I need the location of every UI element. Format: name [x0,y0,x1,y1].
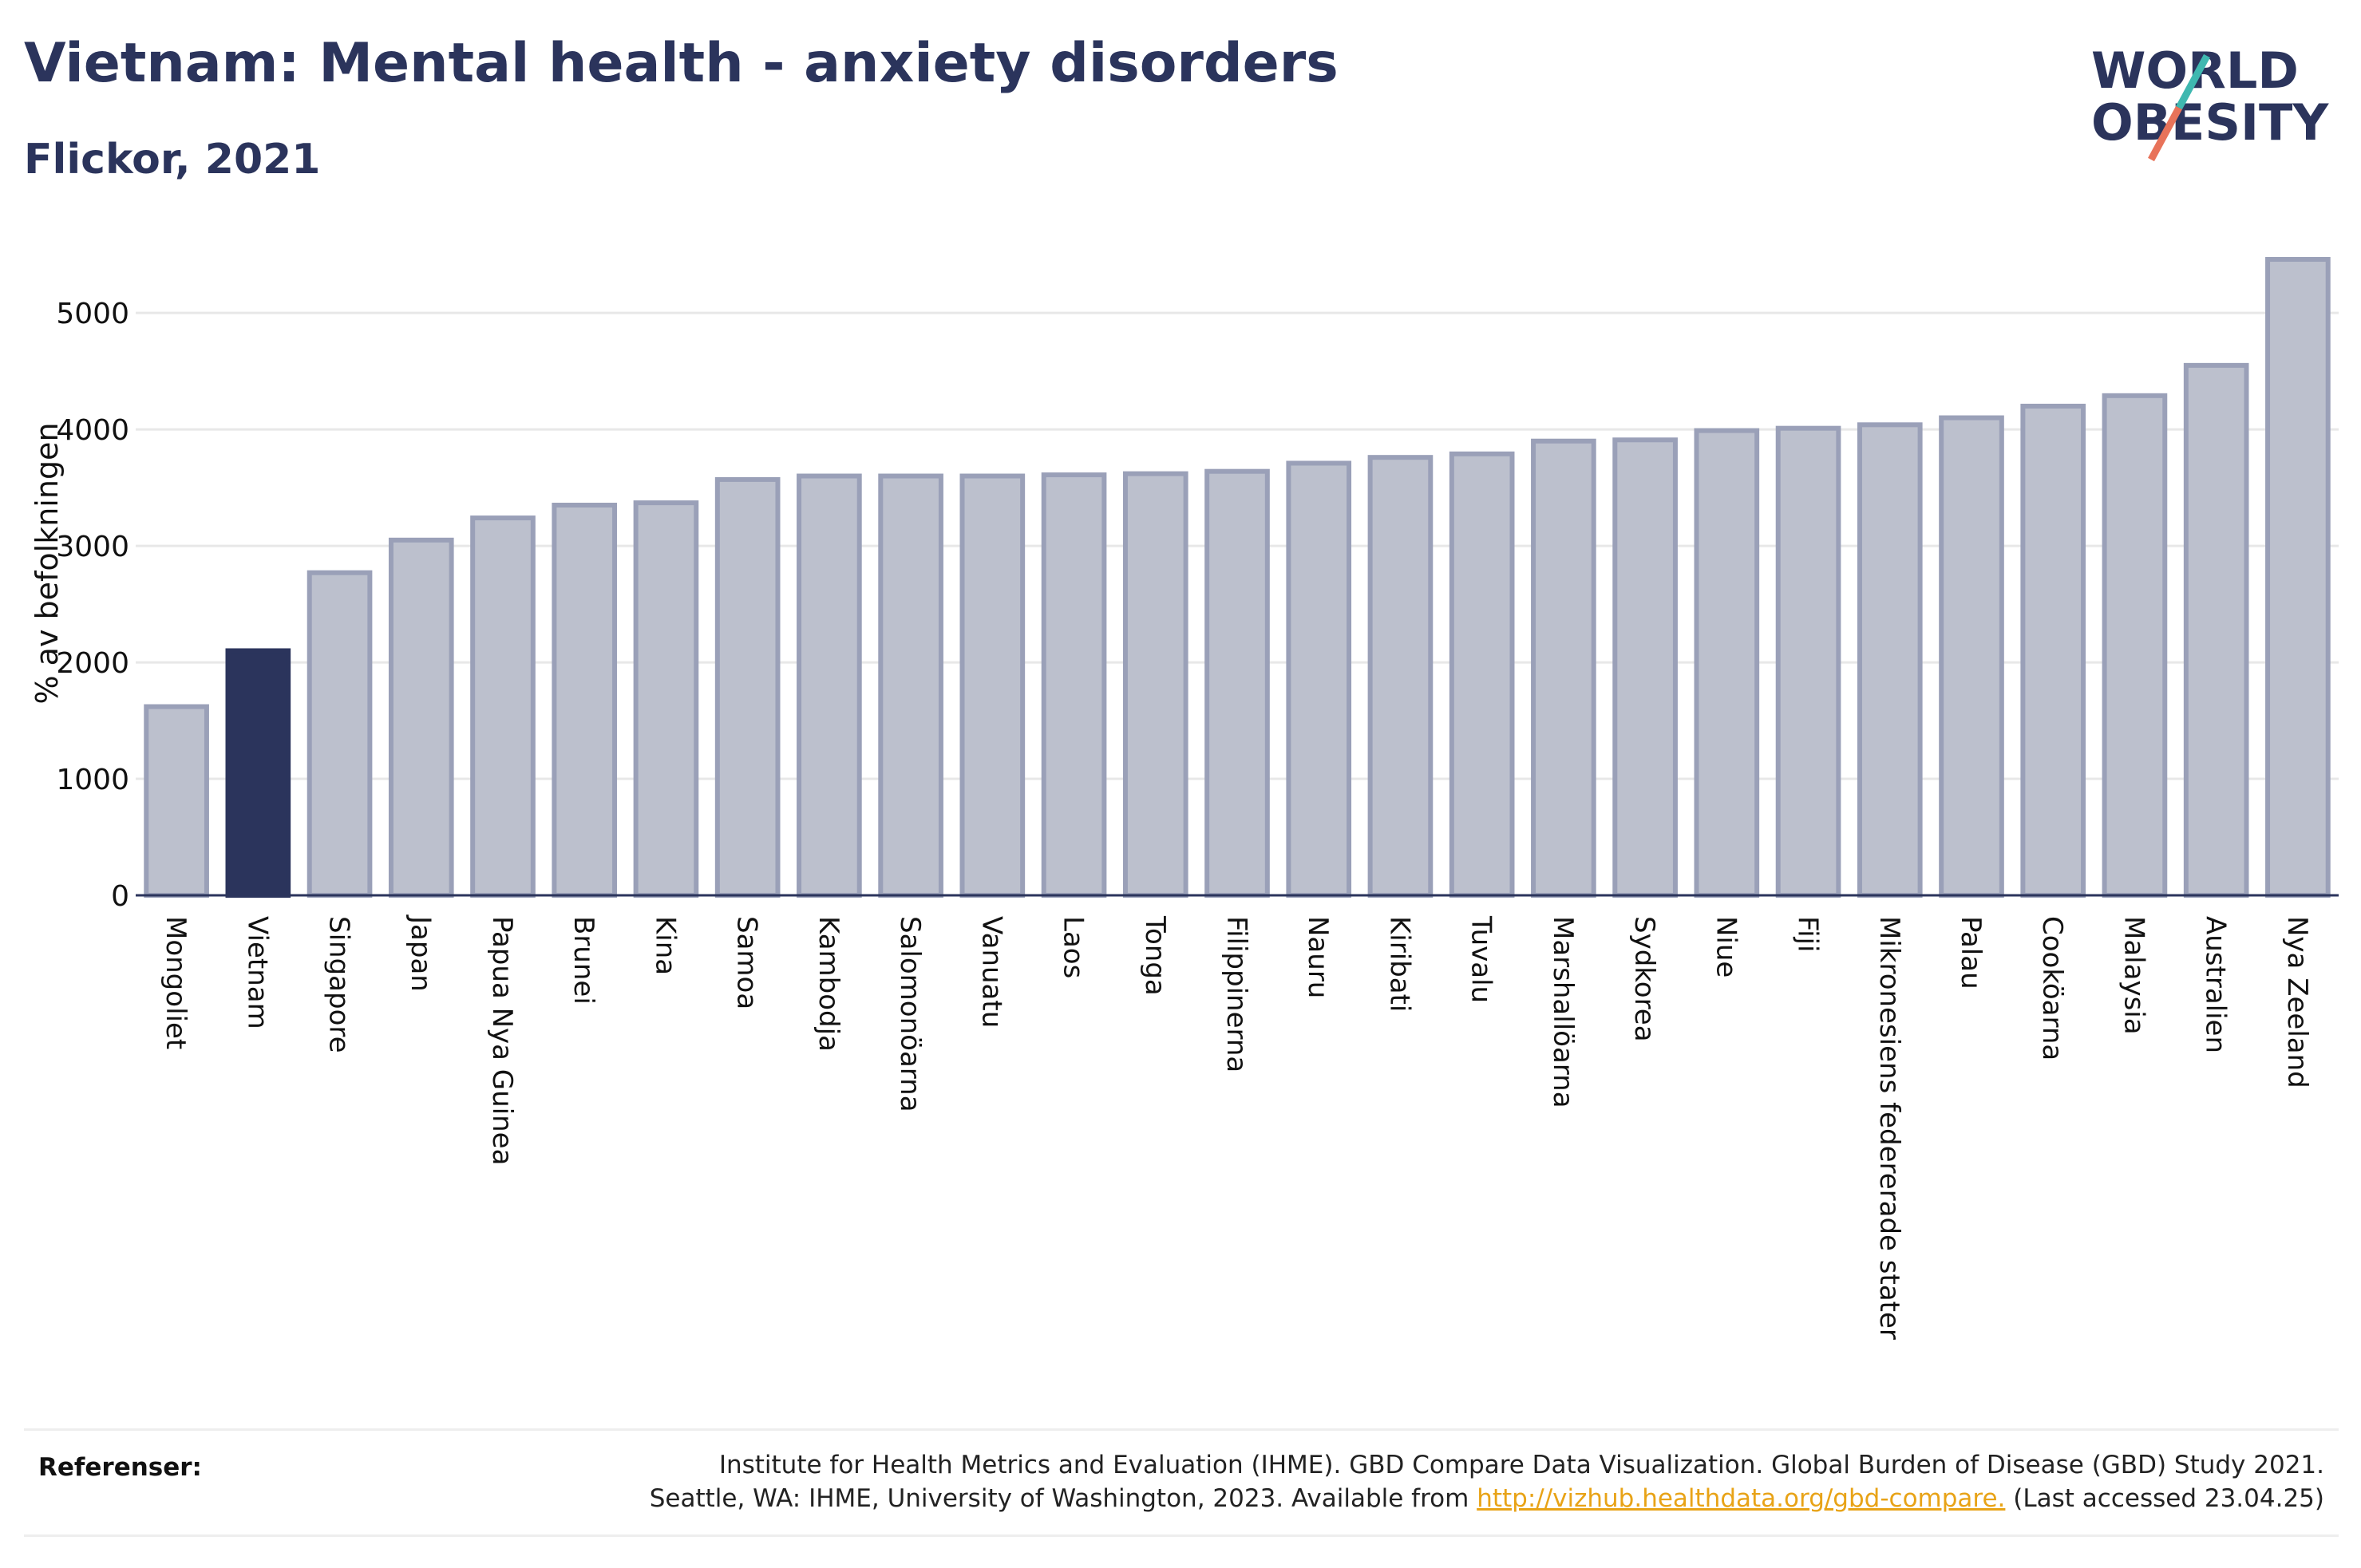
bar [1122,471,1188,898]
references-line1: Institute for Health Metrics and Evaluat… [718,1451,2324,1479]
references-text: Institute for Health Metrics and Evaluat… [650,1448,2324,1515]
page-title: Vietnam: Mental health - anxiety disorde… [24,32,1339,95]
x-tick-label: Singapore [323,916,355,1053]
references-link[interactable]: http://vizhub.healthdata.org/gbd-compare… [1477,1484,2006,1513]
x-tick-label: Malaysia [2118,916,2149,1035]
y-tick-label: 5000 [56,298,129,330]
bar [552,503,618,898]
x-tick-label: Fiji [1792,916,1824,952]
x-tick-label: Sydkorea [1628,916,1660,1042]
y-tick-label: 1000 [56,764,129,796]
references-label: Referenser: [38,1453,202,1482]
x-tick-label: Niue [1710,916,1742,978]
bar [1531,438,1596,898]
bar [959,473,1026,898]
bar [1694,428,1760,898]
x-tick-label: Mikronesiens federerade stater [1873,916,1905,1340]
bar [306,570,373,898]
x-tick-label: Palau [1955,916,1987,989]
bar [144,704,209,899]
x-tick-label: Vanuatu [975,916,1007,1028]
references-line2-suffix: (Last accessed 23.04.25) [2005,1484,2324,1513]
x-tick-label: Kina [649,916,681,975]
bar-chart: 0 1000 2000 3000 4000 5000 % av befolkningen Mo… [30,257,2339,1340]
x-tick-label: Marshallöarna [1547,916,1579,1108]
x-tick-label: Nauru [1302,916,1334,998]
bar [1041,472,1107,898]
svg-text:WORLD: WORLD [2091,41,2299,100]
y-tick-label: 0 [111,880,129,913]
x-tick-label: Salomonöarna [894,916,926,1112]
x-tick-label: Cooköarna [2036,916,2068,1060]
x-tick-label: Brunei [568,916,599,1005]
x-tick-label: Tonga [1139,915,1171,996]
y-tick-label: 2000 [56,647,129,680]
page-subtitle: Flickor, 2021 [24,136,321,184]
x-tick-label: Australien [2200,916,2232,1053]
x-tick-label: Laos [1058,916,1090,978]
references-line2-prefix: Seattle, WA: IHME, University of Washing… [649,1484,1477,1513]
bar [470,515,536,898]
bar [388,537,454,898]
world-obesity-logo: WORLD OBESITY [2091,41,2329,162]
bar [633,500,699,899]
bar [2265,257,2331,899]
bar [1775,425,1841,898]
y-tick-label: 4000 [56,414,129,447]
references-line2: Seattle, WA: IHME, University of Washing… [650,1482,2324,1515]
y-axis-label: % av befolkningen [30,422,65,704]
references-box: Referenser: Institute for Health Metrics… [24,1428,2339,1537]
x-tick-label: Japan [405,914,437,992]
bar [1939,415,2004,898]
bar [1612,437,1678,898]
bar [2102,393,2168,898]
x-tick-label: Tuvalu [1465,915,1497,1003]
x-tick-label: Vietnam [241,916,273,1029]
y-tick-label: 3000 [56,531,129,563]
bar [1857,422,1923,898]
bar [1204,468,1270,898]
svg-text:OBESITY: OBESITY [2091,93,2329,152]
bar [2183,362,2249,899]
bar [1286,460,1352,898]
x-tick-label: Samoa [731,916,763,1009]
x-tick-label: Nya Zeeland [2281,916,2313,1088]
bar [1449,451,1515,898]
bar [878,473,943,898]
bar [2020,403,2086,898]
bar [225,648,291,898]
x-tick-label: Kiribati [1383,916,1415,1012]
x-tick-label: Papua Nya Guinea [486,916,518,1165]
x-tick-label: Kambodja [813,916,844,1052]
bar [1367,455,1434,898]
x-tick-label: Filippinerna [1220,916,1252,1072]
bar [714,476,781,898]
bar [797,473,862,898]
x-tick-label: Mongoliet [160,916,192,1049]
